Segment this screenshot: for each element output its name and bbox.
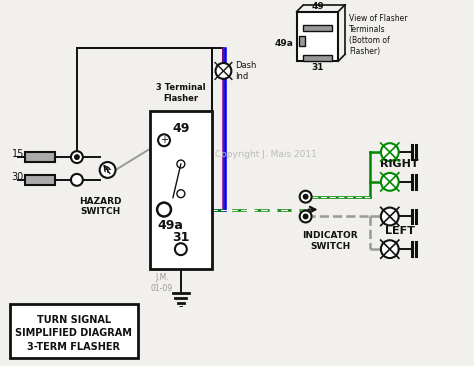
- Bar: [297, 12, 338, 61]
- Circle shape: [71, 151, 83, 163]
- Circle shape: [303, 194, 309, 200]
- Text: +: +: [160, 135, 168, 145]
- Text: 31: 31: [311, 63, 324, 72]
- Text: 15: 15: [11, 149, 24, 159]
- Circle shape: [381, 173, 399, 191]
- Text: View of Flasher
Terminals
(Bottom of
Flasher): View of Flasher Terminals (Bottom of Fla…: [349, 14, 408, 56]
- Circle shape: [71, 174, 83, 186]
- Circle shape: [157, 203, 171, 217]
- Circle shape: [177, 190, 185, 198]
- Bar: [26, 152, 55, 162]
- Circle shape: [74, 154, 80, 160]
- Text: TURN SIGNAL
SIMPLIFIED DIAGRAM
3-TERM FLASHER: TURN SIGNAL SIMPLIFIED DIAGRAM 3-TERM FL…: [16, 315, 132, 351]
- Text: 49: 49: [172, 122, 190, 135]
- Text: Dash
Ind: Dash Ind: [235, 61, 257, 81]
- Text: -: -: [179, 300, 183, 313]
- Text: Copyright J. Mais 2011: Copyright J. Mais 2011: [215, 150, 317, 158]
- Circle shape: [300, 191, 311, 203]
- Bar: [303, 25, 332, 31]
- Text: INDICATOR
SWITCH: INDICATOR SWITCH: [302, 231, 358, 251]
- Text: RIGHT: RIGHT: [380, 159, 419, 169]
- Circle shape: [381, 240, 399, 258]
- Text: J.M.
01-09: J.M. 01-09: [151, 273, 173, 293]
- Circle shape: [300, 210, 311, 223]
- Circle shape: [175, 243, 187, 255]
- Bar: [299, 36, 305, 46]
- Circle shape: [381, 208, 399, 225]
- Bar: [303, 55, 332, 61]
- Text: +: +: [103, 165, 112, 175]
- Text: HAZARD
SWITCH: HAZARD SWITCH: [80, 197, 122, 216]
- Text: 31: 31: [172, 231, 190, 244]
- Bar: [9, 304, 138, 358]
- Circle shape: [381, 143, 399, 161]
- Circle shape: [303, 213, 309, 220]
- Circle shape: [216, 63, 231, 79]
- Circle shape: [158, 134, 170, 146]
- Bar: [150, 111, 211, 269]
- Text: 49a: 49a: [157, 219, 183, 232]
- Text: LEFT: LEFT: [385, 226, 415, 236]
- Text: 49: 49: [311, 1, 324, 11]
- Text: 49a: 49a: [275, 39, 294, 48]
- Text: 30: 30: [11, 172, 24, 182]
- Circle shape: [177, 160, 185, 168]
- Bar: [26, 175, 55, 185]
- Circle shape: [100, 162, 116, 178]
- Text: 3 Terminal
Flasher: 3 Terminal Flasher: [156, 83, 206, 102]
